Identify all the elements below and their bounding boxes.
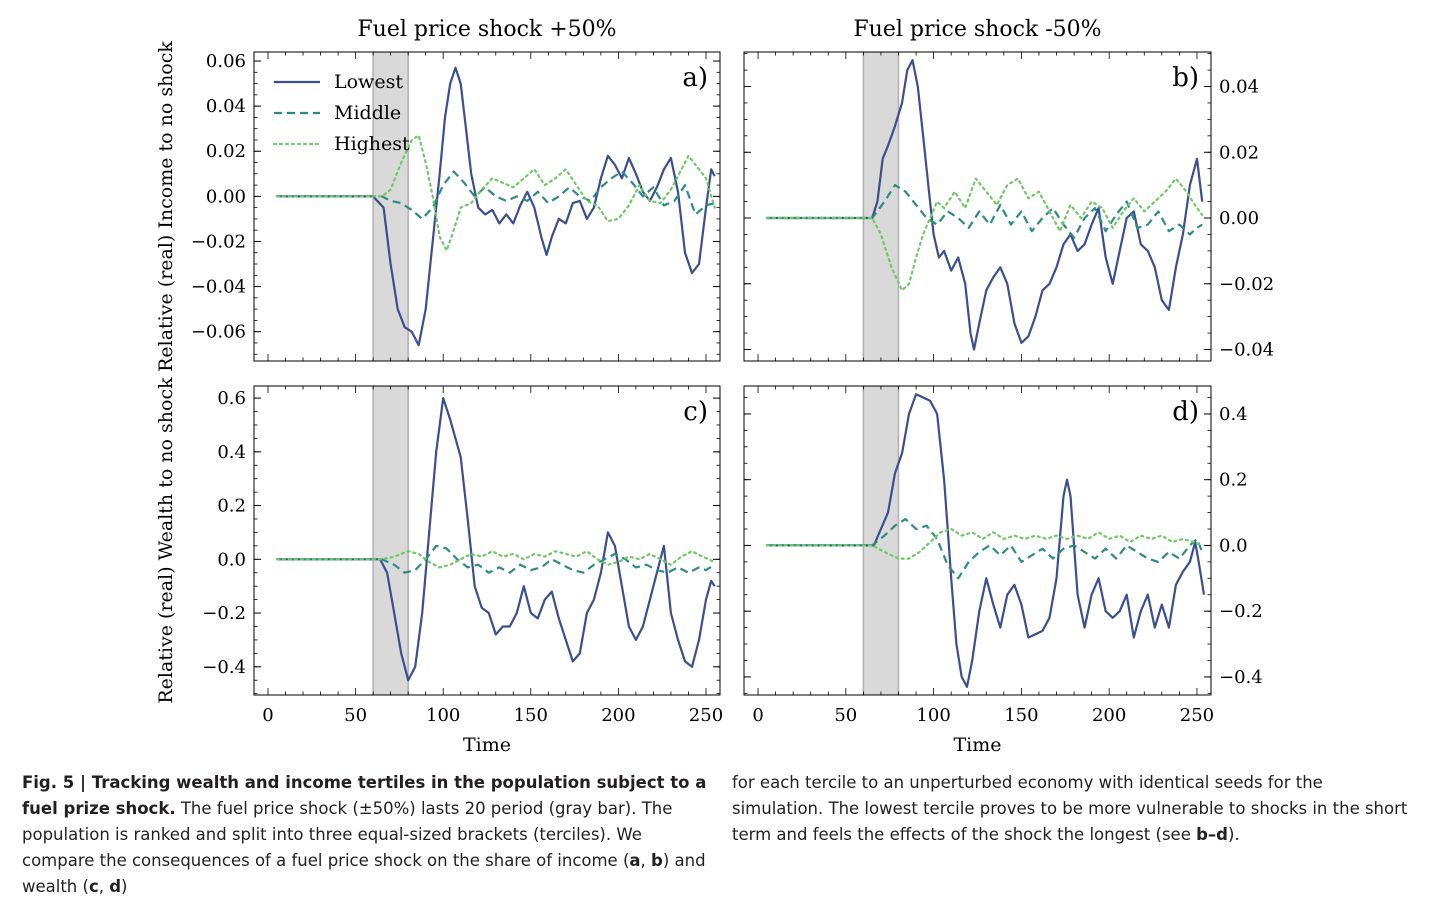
series-line-highest: [275, 550, 716, 569]
y-tick-label: −0.2: [202, 603, 246, 624]
series-line-highest: [765, 177, 1204, 292]
y-tick-label: 0.2: [1219, 470, 1248, 491]
plot-frame: [743, 385, 1212, 696]
series-line-lowest: [276, 397, 716, 682]
series-line-lowest: [276, 66, 716, 347]
panel-a: 0.06 0.04 0.02 0.00 −0.02 −0.04 −0.06 a) Fuel pr…: [155, 17, 721, 372]
y-tick-label: 0.0: [1219, 535, 1248, 556]
y-tick-label: −0.04: [191, 277, 246, 298]
y-tick-label: −0.06: [191, 322, 246, 343]
plot-frame: [253, 385, 721, 696]
y-tick-label: 0.06: [206, 51, 246, 72]
series-line-middle: [276, 544, 716, 574]
y-tick-label: −0.02: [1219, 274, 1274, 295]
panel-b: 0.04 0.02 0.00 −0.02 −0.04 b) Fuel price shock…: [743, 17, 1274, 362]
y-tick-label: 0.02: [206, 141, 246, 162]
legend-label-middle: Middle: [334, 102, 401, 124]
panel-label: d): [1172, 397, 1199, 427]
x-tick-label: 50: [834, 705, 857, 726]
series-line-highest: [275, 134, 716, 252]
y-tick-label: 0.02: [1219, 142, 1259, 163]
minor-ticks: [744, 52, 1211, 361]
series-line-lowest: [766, 59, 1204, 351]
minor-ticks: [254, 52, 720, 361]
x-tick-label: 200: [601, 705, 635, 726]
x-axis-label: Time: [463, 734, 511, 756]
caption-text-1: The fuel price shock (±50%) lasts 20 per…: [22, 799, 673, 870]
y-tick-label: −0.04: [1219, 339, 1274, 360]
figure-caption-right: for each tercile to an unperturbed econo…: [732, 770, 1412, 848]
plot-frame: [743, 51, 1212, 362]
y-tick-label: 0.04: [1219, 77, 1259, 98]
panel-d: 0.4 0.2 0.0 −0.2 −0.4 0 50 100 150 200 250 d) Time: [743, 385, 1263, 756]
legend-label-lowest: Lowest: [334, 71, 403, 93]
y-tick-label: 0.6: [217, 388, 246, 409]
caption-sep-1: ,: [640, 851, 652, 870]
legend: Lowest Middle Highest: [272, 71, 410, 155]
y-tick-label: −0.4: [202, 657, 246, 678]
y-tick-label: 0.2: [217, 496, 246, 517]
y-tick-label: −0.02: [191, 231, 246, 252]
legend-label-highest: Highest: [334, 133, 410, 155]
x-tick-label: 0: [262, 705, 273, 726]
y-tick-label: −0.2: [1219, 601, 1263, 622]
y-tick-label: 0.4: [1219, 404, 1248, 425]
plot-frame: [253, 51, 721, 362]
minor-ticks: [254, 386, 720, 695]
caption-title: Tracking wealth and income tertiles in t…: [22, 773, 707, 818]
x-axis-label: Time: [953, 734, 1001, 756]
minor-ticks: [744, 386, 1211, 695]
x-tick-label: 50: [344, 705, 367, 726]
y-tick-label: 0.00: [206, 186, 246, 207]
series-line-middle: [276, 170, 715, 220]
x-tick-label: 0: [752, 705, 763, 726]
y-tick-label: 0.4: [217, 442, 246, 463]
y-tick-label: −0.4: [1219, 667, 1263, 688]
y-axis-label: Relative (real) Wealth to no shock: [155, 377, 177, 704]
x-tick-label: 100: [426, 705, 460, 726]
series-line-middle: [766, 518, 1204, 580]
x-tick-label: 150: [1004, 705, 1038, 726]
series-line-lowest: [766, 393, 1206, 688]
x-tick-label: 200: [1092, 705, 1126, 726]
series-line-highest: [765, 527, 1204, 560]
series-line-middle: [766, 184, 1203, 239]
y-axis-label: Relative (real) Income to no shock: [155, 41, 177, 372]
panel-label: c): [683, 397, 708, 427]
caption-ref-a: a: [629, 851, 641, 870]
shock-band: [373, 386, 409, 695]
panel-title: Fuel price shock +50%: [357, 17, 616, 42]
caption-right-text: for each tercile to an unperturbed econo…: [732, 773, 1408, 844]
caption-fig-label: Fig. 5 |: [22, 773, 92, 792]
caption-ref-b: b: [651, 851, 663, 870]
y-tick-label: 0.04: [206, 96, 246, 117]
caption-right-ref: b–d: [1196, 825, 1228, 844]
panel-c: 0.6 0.4 0.2 0.0 −0.2 −0.4 0 50 100 150 200 250 c) Tim…: [155, 377, 723, 756]
figure-canvas: 0.060.040.020.00−0.02−0.04−0.06a)Fuel pr…: [155, 17, 1274, 756]
figure-caption-left: Fig. 5 | Tracking wealth and income tert…: [22, 770, 712, 900]
caption-right-end: ).: [1227, 825, 1240, 844]
x-tick-label: 100: [916, 705, 950, 726]
y-tick-label: 0.00: [1219, 208, 1259, 229]
shock-band: [373, 52, 409, 361]
panel-label: b): [1172, 63, 1199, 93]
panel-label: a): [682, 63, 708, 93]
panel-title: Fuel price shock -50%: [853, 17, 1101, 42]
shock-band: [863, 386, 899, 695]
x-tick-label: 250: [1180, 705, 1214, 726]
y-tick-label: 0.0: [217, 549, 246, 570]
x-tick-label: 250: [689, 705, 723, 726]
x-tick-label: 150: [514, 705, 548, 726]
